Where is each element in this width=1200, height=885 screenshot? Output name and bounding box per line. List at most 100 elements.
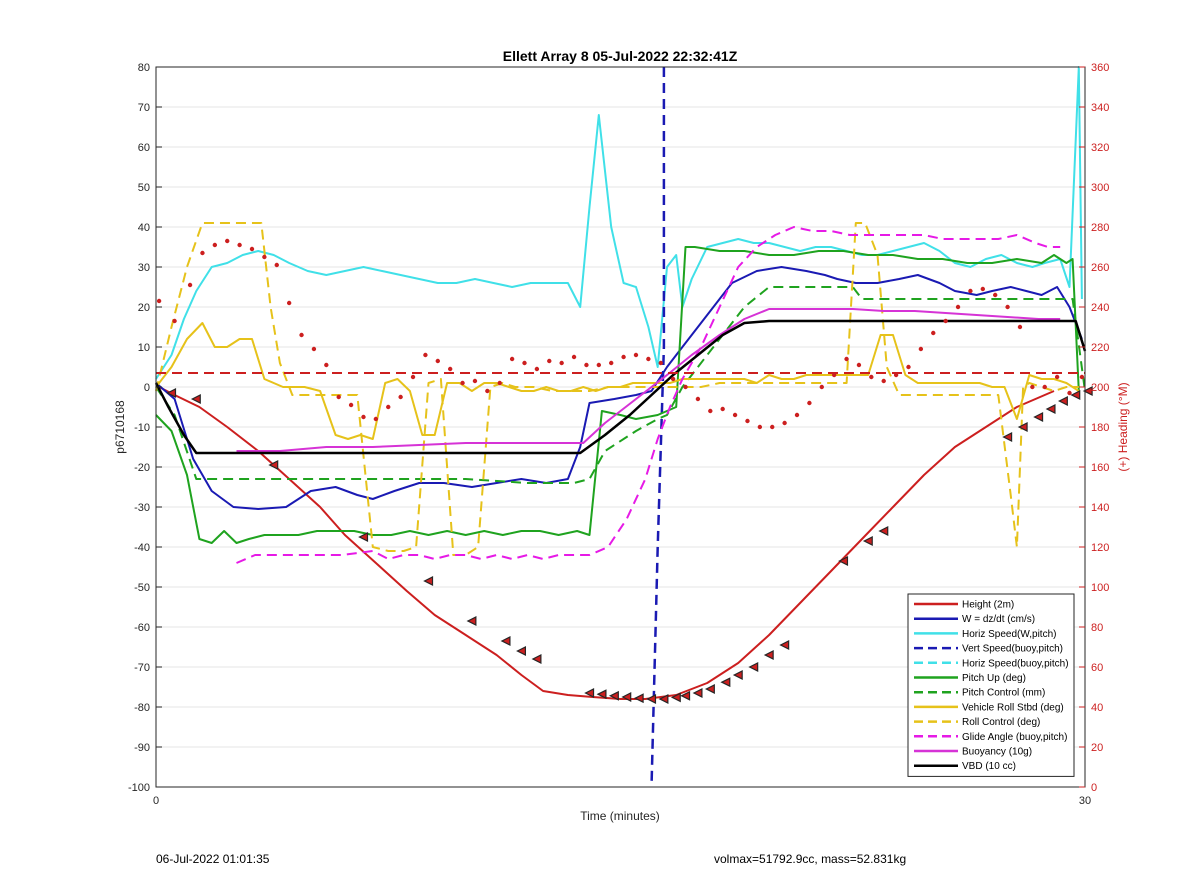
height-marker	[466, 616, 477, 626]
legend-box	[907, 593, 1075, 777]
y-tick-label: -40	[134, 542, 150, 554]
legend-entry: Glide Angle (buoy,pitch)	[962, 732, 1067, 743]
y-tick-label: 50	[138, 182, 150, 194]
heading-point	[646, 356, 651, 362]
legend-entry: VBD (10 cc)	[962, 761, 1016, 772]
height-marker	[584, 688, 595, 698]
y-tick-label: 30	[138, 262, 150, 274]
heading-point	[745, 418, 750, 424]
heading-point	[658, 360, 663, 366]
heading-point	[336, 394, 341, 400]
heading-point	[262, 254, 267, 260]
legend-entry: Height (2m)	[962, 600, 1014, 611]
y2-tick-label: 180	[1091, 422, 1109, 434]
heading-point	[906, 364, 911, 370]
heading-point	[770, 424, 775, 430]
heading-point	[869, 374, 874, 380]
heading-point	[1017, 324, 1023, 330]
heading-point	[225, 238, 230, 244]
height-marker	[1033, 412, 1044, 422]
heading-point	[156, 298, 162, 304]
y2-tick-label: 240	[1091, 302, 1109, 314]
series-line-0	[158, 386, 1055, 700]
legend-entry: Vehicle Roll Stbd (deg)	[962, 702, 1064, 713]
heading-point	[212, 242, 218, 248]
height-marker	[658, 694, 669, 704]
height-marker	[531, 654, 542, 664]
series-line-6	[155, 286, 1086, 484]
height-marker	[1002, 432, 1013, 442]
height-marker	[720, 677, 731, 688]
heading-point	[943, 318, 948, 324]
y2-tick-label: 80	[1091, 622, 1103, 634]
y2-tick-label: 280	[1091, 222, 1109, 234]
series-line-8	[155, 222, 1079, 556]
heading-point	[274, 262, 279, 268]
y2-tick-label: 60	[1091, 662, 1103, 674]
y2-tick-label: 300	[1091, 182, 1109, 194]
y2-tick-label: 200	[1091, 382, 1109, 394]
heading-point	[472, 378, 478, 384]
legend-entry: Horiz Speed(W,pitch)	[962, 629, 1056, 640]
heading-point	[732, 412, 738, 418]
height-marker	[516, 646, 527, 656]
series-line-1	[155, 266, 1083, 510]
height-marker	[166, 388, 177, 398]
y-tick-label: 0	[144, 382, 150, 394]
y2-tick-label: 0	[1091, 782, 1097, 794]
legend: Height (2m) W = dz/dt (cm/s) Horiz Speed(W…	[907, 593, 1075, 777]
heading-point	[831, 372, 837, 378]
y-tick-label: -60	[134, 622, 150, 634]
height-markers	[166, 386, 1093, 704]
height-marker	[1057, 396, 1068, 406]
heading-point	[324, 362, 329, 368]
series-line-3	[650, 67, 666, 788]
x-axis-label: Time (minutes)	[580, 809, 660, 823]
left-axis-ticks: 80 70 60 50 40 30 20 10 0 -10 -20 -30 -40 -50 -60 -70 -8…	[128, 62, 162, 794]
heading-point	[447, 366, 453, 372]
y-tick-label: -30	[134, 502, 150, 514]
heading-point	[918, 346, 924, 352]
heading-point	[596, 362, 602, 368]
y-tick-label: 40	[138, 222, 150, 234]
heading-point	[980, 286, 986, 292]
y-tick-label: -80	[134, 702, 150, 714]
heading-point	[609, 360, 614, 366]
y-tick-label: 80	[138, 62, 150, 74]
height-marker	[862, 536, 873, 546]
heading-point	[299, 332, 304, 338]
y2-tick-label: 260	[1091, 262, 1109, 274]
heading-point	[670, 376, 676, 382]
heading-point	[286, 300, 292, 306]
y2-tick-label: 220	[1091, 342, 1109, 354]
y2-tick-label: 320	[1091, 142, 1109, 154]
heading-point	[559, 360, 564, 366]
series-line-7	[155, 322, 1080, 440]
heading-point	[373, 416, 379, 422]
heading-point	[757, 424, 763, 430]
heading-point	[1079, 374, 1085, 380]
x-tick-label: 30	[1079, 795, 1091, 807]
height-marker	[704, 684, 715, 694]
height-marker	[596, 689, 607, 700]
heading-point	[1067, 390, 1072, 396]
heading-point	[968, 288, 973, 294]
heading-point	[807, 400, 812, 406]
heading-point	[881, 378, 886, 384]
y2-tick-label: 160	[1091, 462, 1109, 474]
legend-entry: Horiz Speed(buoy,pitch)	[962, 658, 1069, 669]
heading-point	[844, 356, 849, 362]
y2-axis-label: (+) Heading (°M)	[1116, 382, 1130, 471]
height-marker	[423, 576, 434, 586]
heading-point	[423, 352, 428, 358]
height-marker	[692, 688, 703, 698]
y2-tick-label: 100	[1091, 582, 1109, 594]
height-marker	[732, 670, 743, 680]
y-tick-label: -20	[134, 462, 150, 474]
y-tick-label: 10	[138, 342, 150, 354]
height-marker	[670, 692, 681, 703]
heading-point	[348, 402, 354, 408]
height-marker	[633, 693, 644, 704]
heading-point	[992, 292, 998, 298]
